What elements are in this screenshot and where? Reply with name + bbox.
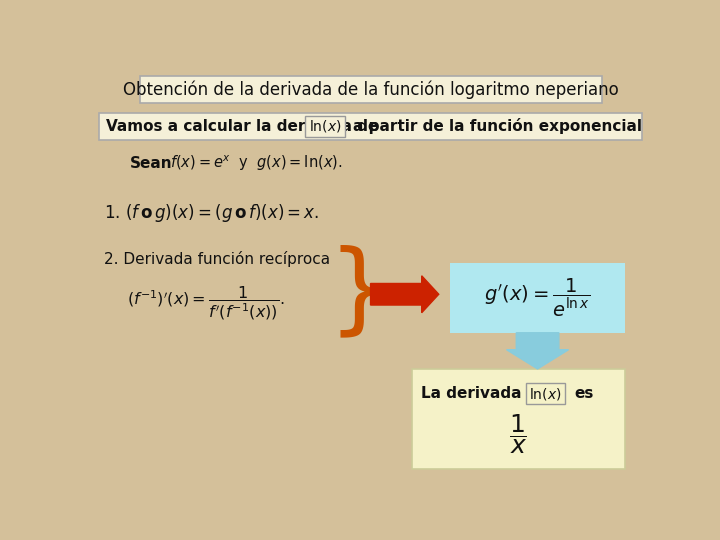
FancyBboxPatch shape [305,116,345,137]
Text: $\ln(x)$: $\ln(x)$ [529,386,562,402]
Text: 2. Derivada función recíproca: 2. Derivada función recíproca [104,251,330,267]
FancyBboxPatch shape [99,112,642,140]
FancyArrow shape [371,276,438,313]
Text: Vamos a calcular la derivada de: Vamos a calcular la derivada de [106,119,378,134]
Text: $\}$: $\}$ [327,246,380,342]
Text: 1. $(f\,\mathbf{o}\,g)(x)=(g\,\mathbf{o}\,f)(x)=x.$: 1. $(f\,\mathbf{o}\,g)(x)=(g\,\mathbf{o}… [104,202,319,225]
Text: $\dfrac{1}{x}$: $\dfrac{1}{x}$ [509,413,527,456]
Text: Obtención de la derivada de la función logaritmo neperiano: Obtención de la derivada de la función l… [123,80,618,99]
FancyBboxPatch shape [412,369,625,469]
FancyBboxPatch shape [451,264,625,333]
Polygon shape [507,333,569,369]
FancyBboxPatch shape [526,383,565,404]
Text: $(f^{-1})'(x)=\dfrac{1}{f'(f^{-1}(x))}.$: $(f^{-1})'(x)=\dfrac{1}{f'(f^{-1}(x))}.$ [127,285,284,322]
Text: $\ln(x)$: $\ln(x)$ [309,118,341,134]
Text: es: es [575,386,594,401]
Text: $g'(x)=\dfrac{1}{e^{\ln x}}$: $g'(x)=\dfrac{1}{e^{\ln x}}$ [485,277,591,319]
Text: Sean: Sean [130,156,173,171]
FancyBboxPatch shape [140,76,601,103]
Text: a partir de la función exponencial: a partir de la función exponencial [353,118,642,134]
Text: $f(x)=e^x$  y  $g(x)=\ln(x).$: $f(x)=e^x$ y $g(x)=\ln(x).$ [170,153,342,173]
Text: La derivada de: La derivada de [421,386,548,401]
